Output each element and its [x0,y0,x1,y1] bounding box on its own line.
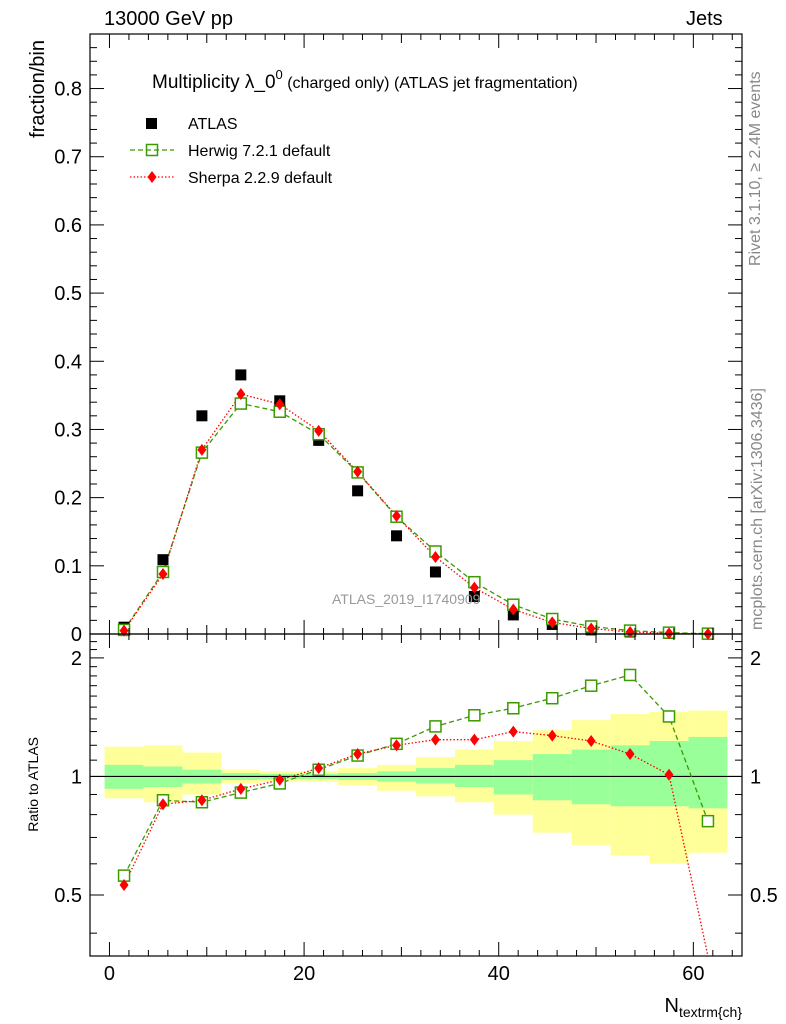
legend-sherpa-label: Sherpa 2.2.9 default [188,170,333,187]
herwig-ratio-point [701,814,715,828]
herwig-ratio-point [584,679,598,692]
herwig-ratio-point [468,709,481,722]
ratio-y-tick-label: 2 [71,648,82,670]
atlas-data-point [196,410,208,422]
ratio-band-inner [688,736,728,809]
atlas-data-point [235,369,247,381]
sherpa-data-point [158,568,168,580]
atlas-data-point [429,566,441,578]
x-tick-label: 0 [104,963,115,985]
y-tick-label: 0.2 [54,488,82,510]
y-tick-label: 0.1 [54,556,82,578]
y-tick-label: 0.6 [54,215,82,237]
sherpa-ratio-point [353,748,363,761]
rivet-label: Rivet 3.1.10, ≥ 2.4M events [747,71,764,266]
sherpa-data-point [508,603,518,616]
sherpa-data-point [197,443,207,456]
herwig-ratio-point [545,691,559,705]
sherpa-line [123,393,708,635]
herwig-line [123,402,708,635]
atlas-data-point [157,554,169,566]
ratio-y-tick-label: 0.5 [54,885,82,907]
sherpa-ratio-point [664,768,674,781]
y-tick-label: 0.7 [54,147,82,169]
ratio-y-tick-label-right: 1 [750,766,761,788]
ratio-band-inner [532,754,572,801]
ratio-y-tick-label: 1 [71,766,82,788]
sherpa-data-point [469,581,479,594]
analysis-watermark: ATLAS_2019_I1740909 [332,591,481,607]
atlas-data-point [391,530,403,542]
x-tick-label: 20 [293,963,315,985]
sherpa-ratio-point [625,748,635,761]
herwig-ratio-point [507,701,520,715]
sherpa-ratio-point [197,794,207,807]
x-axis-title: Ntextrm{ch} [665,995,743,1020]
y-tick-label: 0.8 [54,79,82,101]
sherpa-ratio-point [547,729,557,742]
sherpa-ratio-point [236,782,246,795]
sherpa-ratio-point [158,798,168,811]
legend-herwig-marker [145,143,159,157]
sherpa-ratio-point [430,733,440,746]
y-axis-title-ratio: Ratio to ATLAS [25,737,41,832]
legend: ATLAS Herwig 7.2.1 default Sherpa 2.2.9 … [130,116,333,187]
y-tick-label: 0.4 [54,351,82,373]
herwig-ratio-point [429,720,442,733]
herwig-ratio-point [623,668,637,682]
sherpa-ratio-point [392,739,402,752]
sherpa-data-point [392,510,402,523]
y-tick-label: 0.5 [54,283,82,305]
sherpa-data-point [586,622,596,635]
ratio-y-tick-label-right: 2 [750,648,761,670]
ratio-band-inner [416,768,455,784]
sherpa-ratio-point [314,762,324,775]
mcplots-label: mcplots.cern.ch [arXiv:1306.3436] [749,388,766,630]
y-tick-label: 0 [71,624,82,646]
sherpa-data-point [314,424,324,437]
sherpa-ratio-point [275,773,285,786]
ratio-y-tick-label-right: 0.5 [750,885,778,907]
sherpa-data-point [236,388,246,400]
sherpa-data-point [430,550,440,563]
ratio-band-inner [493,760,533,795]
legend-sherpa-marker [147,171,157,183]
header-energy: 13000 GeV pp [104,8,233,30]
sherpa-ratio-point [469,733,479,746]
x-tick-label: 40 [488,963,510,985]
header-jets: Jets [686,8,723,30]
sherpa-ratio-point [586,735,596,748]
sherpa-ratio-point [508,725,518,738]
sherpa-ratio-line [123,730,709,957]
legend-atlas-marker [146,118,157,129]
sherpa-ratio-point [119,879,129,892]
herwig-ratio-line [123,674,709,876]
y-tick-label: 0.3 [54,419,82,441]
ratio-plot-frame [89,633,743,957]
legend-atlas-label: ATLAS [188,116,238,133]
sherpa-data-point [547,616,557,629]
atlas-data-point [468,591,480,602]
sherpa-data-point [664,627,674,640]
atlas-data-point [352,485,364,497]
chart-title: Multiplicity λ_00 (charged only) (ATLAS … [152,67,578,93]
sherpa-data-point [275,398,285,411]
sherpa-data-point [353,465,363,478]
y-axis-title-top: fraction/bin [27,40,49,138]
herwig-ratio-point [662,710,676,723]
sherpa-data-point [625,625,635,638]
legend-herwig-label: Herwig 7.2.1 default [188,143,331,160]
x-tick-label: 60 [682,963,704,985]
